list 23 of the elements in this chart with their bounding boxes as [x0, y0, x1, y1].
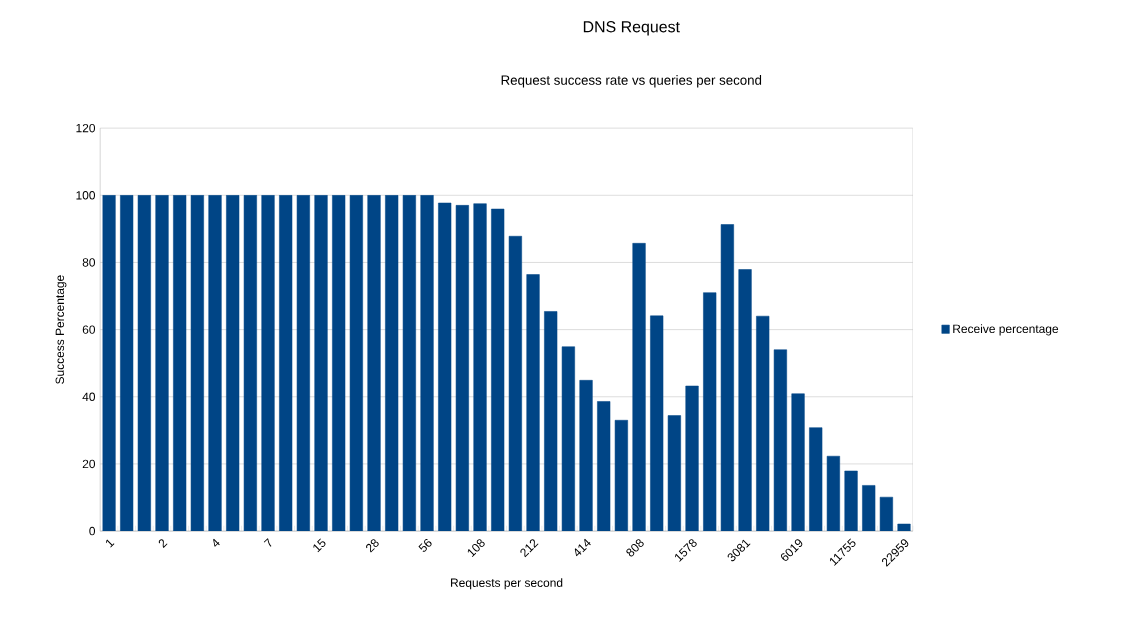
y-tick-label: 20 [82, 459, 96, 469]
x-tick-label: 808 [626, 539, 644, 557]
x-tick-label: 56 [418, 539, 432, 552]
x-tick-label: 7 [263, 538, 272, 547]
y-tick-label: 120 [76, 123, 96, 133]
x-tick-label: 2 [158, 539, 168, 548]
legend-label: Receive percentage [953, 324, 1059, 336]
x-axis-title: Requests per second [451, 578, 563, 590]
y-tick-label: 80 [82, 258, 96, 267]
y-tick-label: 40 [82, 392, 96, 401]
y-axis-title: Success Percentage [55, 275, 67, 384]
x-tick-label: 414 [574, 538, 591, 557]
chart-subtitle: Request success rate vs queries per second [501, 74, 762, 88]
x-tick-label: 28 [366, 539, 379, 553]
chart-title: DNS Request [583, 21, 680, 36]
y-tick-label: 0 [89, 526, 96, 536]
y-tick-label: 60 [82, 325, 96, 334]
x-tick-label: 212 [520, 539, 539, 558]
x-tick-label: 108 [467, 539, 485, 558]
x-tick-label: 15 [313, 538, 326, 553]
x-tick-label: 4 [213, 538, 220, 547]
y-tick-label: 100 [76, 190, 96, 200]
x-tick-label: 1 [106, 539, 115, 548]
